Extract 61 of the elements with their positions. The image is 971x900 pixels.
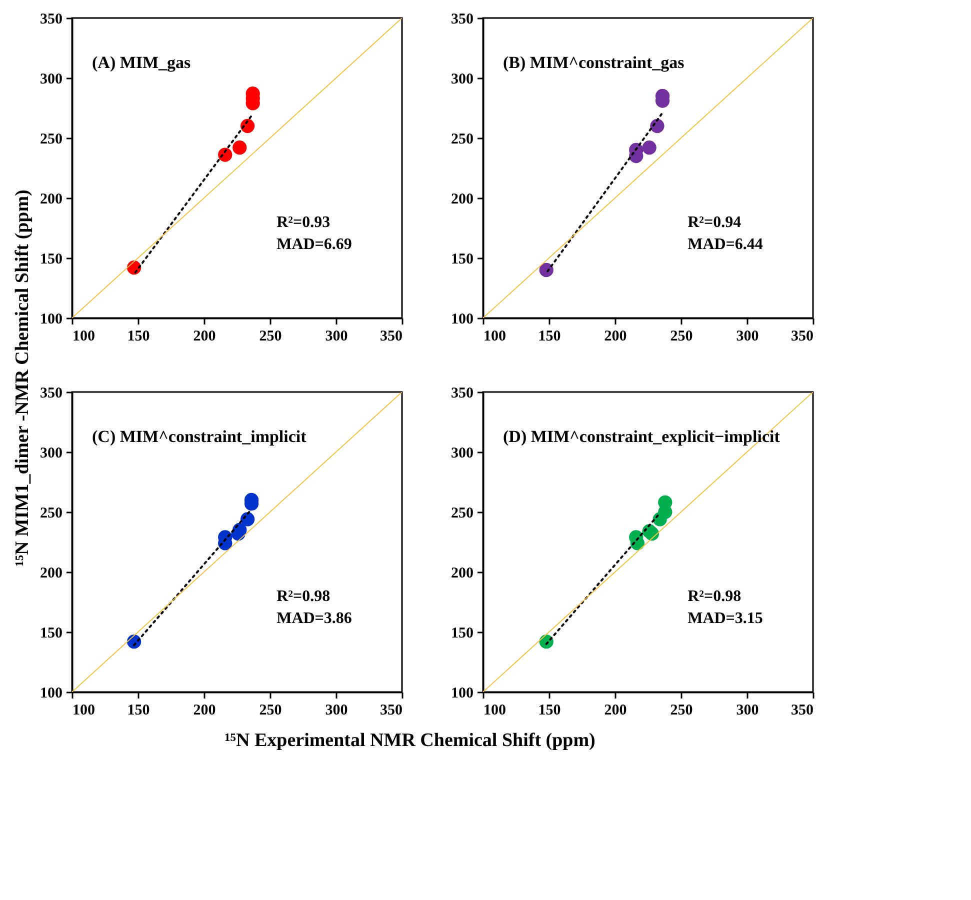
y-tick-label: 350 <box>40 12 62 28</box>
x-tick-label: 150 <box>127 328 150 344</box>
x-tick-label: 350 <box>791 702 814 718</box>
y-tick-label: 150 <box>40 252 62 268</box>
x-axis-title: ¹⁵N Experimental NMR Chemical Shift (ppm) <box>224 730 596 751</box>
annotation: R²=0.94 <box>688 214 742 231</box>
x-tick-label: 100 <box>72 328 95 344</box>
y-tick-label: 250 <box>451 132 474 148</box>
annotation: MAD=6.69 <box>276 236 352 253</box>
x-tick-label: 300 <box>736 328 759 344</box>
y-tick-label: 350 <box>40 386 62 402</box>
text: (B) MIM^constraint_gas <box>503 53 685 72</box>
x-tick-label: 250 <box>670 328 693 344</box>
x-tick-label: 200 <box>604 702 627 718</box>
y-tick-label: 100 <box>40 686 62 702</box>
x-tick-label: 300 <box>736 702 759 718</box>
y-tick-label: 250 <box>40 132 62 148</box>
x-tick-label: 100 <box>72 702 95 718</box>
x-tick-label: 150 <box>538 702 561 718</box>
annotation: R²=0.98 <box>276 588 330 605</box>
y-tick-label: 300 <box>40 72 62 88</box>
x-tick-label: 200 <box>193 702 216 718</box>
y-tick-label: 250 <box>451 506 474 522</box>
y-tick-label: 350 <box>451 12 474 28</box>
x-tick-label: 250 <box>670 702 693 718</box>
y-tick-label: 100 <box>451 686 474 702</box>
annotation: MAD=3.15 <box>688 610 763 627</box>
y-tick-label: 200 <box>451 566 474 582</box>
annotation: MAD=3.86 <box>276 610 352 627</box>
text: (C) MIM^constraint_implicit <box>92 427 307 446</box>
y-tick-label: 100 <box>451 312 474 328</box>
x-tick-label: 350 <box>791 328 814 344</box>
x-tick-label: 300 <box>325 328 348 344</box>
x-tick-label: 200 <box>604 328 627 344</box>
x-tick-label: 100 <box>484 328 506 344</box>
annotation: MAD=6.44 <box>688 236 763 253</box>
y-tick-label: 300 <box>451 446 474 462</box>
y-tick-label: 200 <box>40 192 62 208</box>
x-tick-label: 300 <box>325 702 348 718</box>
y-tick-label: 150 <box>40 626 62 642</box>
y-tick-label: 150 <box>451 252 474 268</box>
x-tick-label: 350 <box>380 328 402 344</box>
y-tick-label: 200 <box>451 192 474 208</box>
x-tick-label: 150 <box>127 702 150 718</box>
text: (A) MIM_gas <box>92 53 192 72</box>
y-tick-label: 150 <box>451 626 474 642</box>
x-tick-label: 100 <box>484 702 506 718</box>
y-tick-label: 350 <box>451 386 474 402</box>
x-tick-label: 250 <box>259 702 282 718</box>
y-tick-label: 100 <box>40 312 62 328</box>
y-tick-label: 300 <box>451 72 474 88</box>
x-tick-label: 350 <box>380 702 402 718</box>
x-tick-label: 250 <box>259 328 282 344</box>
x-tick-label: 200 <box>193 328 216 344</box>
y-axis-title: ¹⁵N MIM1_dimer -NMR Chemical Shift (ppm) <box>12 190 33 566</box>
y-tick-label: 200 <box>40 566 62 582</box>
y-tick-label: 300 <box>40 446 62 462</box>
annotation: R²=0.98 <box>688 588 742 605</box>
annotation: R²=0.93 <box>276 214 330 231</box>
y-tick-label: 250 <box>40 506 62 522</box>
x-tick-label: 150 <box>538 328 561 344</box>
